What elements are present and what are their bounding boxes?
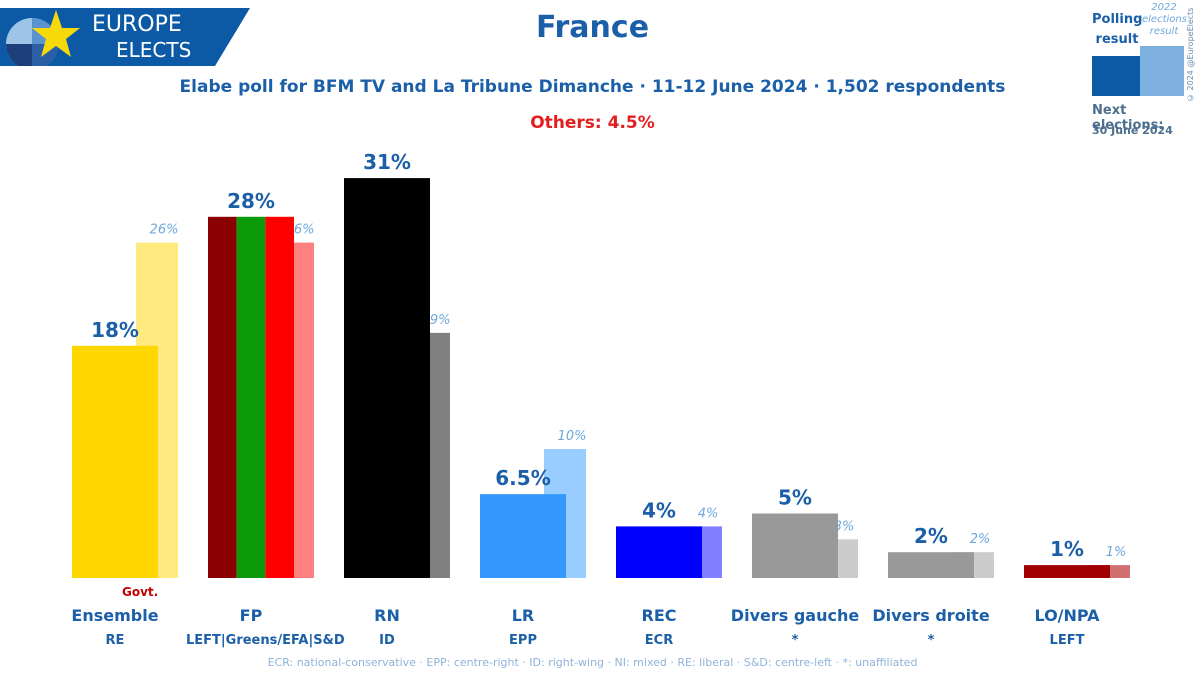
prev-label-divers-droite: 2% <box>970 532 991 547</box>
poll-label-rn: 31% <box>363 150 411 174</box>
copyright-note: © 2024 @EuropeElects <box>1186 7 1195 102</box>
prev-label-lr: 10% <box>558 429 587 444</box>
others-note: Others: 4.5% <box>530 113 655 133</box>
group-label-ensemble: RE <box>105 633 125 648</box>
group-label-rec: ECR <box>644 633 674 648</box>
poll-label-divers-gauche: 5% <box>778 486 812 510</box>
legend-polling-label: Polling result <box>1092 12 1143 47</box>
bar-chart: 26%18%26%28%19%31%10%6.5%4%4%3%5%2%2%1%1… <box>72 150 1130 579</box>
legend-next-date: 30 June 2024 <box>1092 124 1173 137</box>
poll-label-lr: 6.5% <box>495 466 550 490</box>
category-label-fp: FP <box>239 606 263 625</box>
poll-bar-lr <box>480 494 566 578</box>
prev-bar-fp-1 <box>293 242 314 578</box>
category-label-lo-npa: LO/NPA <box>1034 606 1100 625</box>
prev-label-rec: 4% <box>698 506 719 521</box>
group-label-lo-npa: LEFT <box>1049 633 1085 648</box>
prev-label-ensemble: 26% <box>150 223 179 238</box>
legend-prev-swatch <box>1140 46 1184 96</box>
poll-bar-lo-npa <box>1024 565 1110 578</box>
group-label-lr: EPP <box>509 633 537 648</box>
category-label-rn: RN <box>374 606 400 625</box>
footnote: ECR: national-conservative · EPP: centre… <box>267 656 918 669</box>
poll-bar-fp-2 <box>265 216 294 579</box>
poll-bar-divers-droite <box>888 552 974 578</box>
category-label-divers-gauche: Divers gauche <box>730 606 860 625</box>
poll-bar-rn <box>344 178 430 578</box>
legend-polling-swatch <box>1092 56 1140 96</box>
category-label-lr: LR <box>511 606 535 625</box>
category-label-rec: REC <box>641 606 677 625</box>
govt-label: Govt. <box>122 585 159 599</box>
group-label-rn: ID <box>379 633 395 648</box>
prev-label-lo-npa: 1% <box>1106 545 1127 560</box>
poll-bar-ensemble <box>72 345 158 578</box>
poll-bar-fp-1 <box>236 216 266 579</box>
poll-label-fp: 28% <box>227 189 275 213</box>
poll-bar-fp-0 <box>208 216 237 579</box>
poll-bar-divers-gauche <box>752 513 838 578</box>
category-label-divers-droite: Divers droite <box>872 606 990 625</box>
group-label-fp: LEFT|Greens/EFA|S&D <box>186 633 345 648</box>
group-label-divers-droite: * <box>927 633 935 648</box>
group-label-divers-gauche: * <box>791 633 799 648</box>
poll-bar-rec <box>616 526 702 578</box>
chart-subtitle: Elabe poll for BFM TV and La Tribune Dim… <box>179 77 1006 97</box>
legend-prev-label: 2022 elections result <box>1142 2 1187 37</box>
poll-label-ensemble: 18% <box>91 318 139 342</box>
poll-label-divers-droite: 2% <box>914 524 948 548</box>
poll-label-rec: 4% <box>642 498 676 522</box>
legend-next-elections: Next elections: <box>1092 103 1164 133</box>
logo-text-europe: EUROPE <box>92 12 182 37</box>
poll-label-lo-npa: 1% <box>1050 537 1084 561</box>
prev-label-divers-gauche: 3% <box>834 519 855 534</box>
category-label-ensemble: Ensemble <box>71 606 159 625</box>
europe-elects-logo <box>0 8 250 66</box>
chart-title: France <box>535 10 650 45</box>
logo-text-elects: ELECTS <box>116 38 192 62</box>
